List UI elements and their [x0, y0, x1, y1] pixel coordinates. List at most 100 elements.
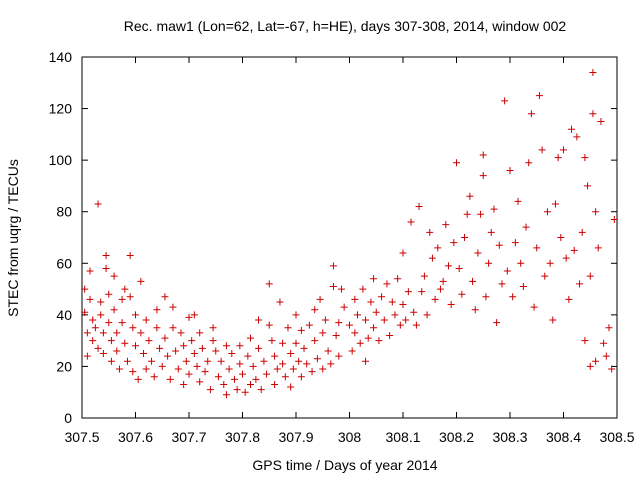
- data-point: [519, 282, 527, 290]
- data-point: [378, 293, 386, 301]
- data-point: [396, 321, 404, 329]
- data-point: [185, 313, 193, 321]
- data-point: [549, 316, 557, 324]
- data-point: [346, 321, 353, 329]
- data-point: [364, 334, 372, 342]
- data-point: [485, 259, 493, 267]
- data-point: [501, 97, 509, 105]
- data-point: [477, 210, 485, 218]
- data-point: [225, 365, 233, 373]
- data-point: [201, 368, 209, 376]
- data-point: [589, 68, 597, 76]
- data-point: [281, 373, 289, 381]
- data-point: [594, 244, 602, 252]
- x-tick-label: 308.2: [439, 429, 474, 445]
- data-point: [581, 337, 589, 345]
- data-point: [89, 316, 97, 324]
- data-point: [578, 228, 586, 236]
- data-point: [228, 350, 236, 358]
- data-point: [404, 288, 412, 296]
- data-point: [509, 293, 517, 301]
- data-point: [608, 365, 616, 373]
- data-point: [329, 262, 337, 270]
- data-point: [439, 277, 447, 285]
- data-point: [89, 337, 97, 345]
- data-point: [557, 234, 565, 241]
- data-point: [169, 324, 177, 332]
- data-point: [303, 360, 311, 368]
- data-point: [436, 285, 444, 293]
- data-point: [308, 368, 316, 376]
- data-point: [118, 319, 126, 327]
- data-point: [255, 316, 263, 324]
- data-point: [107, 357, 115, 365]
- data-point: [284, 324, 292, 332]
- data-point: [94, 344, 102, 352]
- data-point: [597, 117, 605, 125]
- data-point: [415, 203, 423, 211]
- data-point: [538, 146, 546, 154]
- data-point: [247, 380, 255, 388]
- data-point: [188, 337, 196, 345]
- data-point: [260, 357, 268, 365]
- data-point: [300, 344, 308, 352]
- data-point: [319, 329, 327, 337]
- data-point: [546, 259, 554, 267]
- data-point: [479, 151, 487, 159]
- data-point: [271, 380, 279, 388]
- data-point: [434, 244, 442, 252]
- data-point: [503, 267, 511, 275]
- x-tick-label: 308.5: [599, 429, 634, 445]
- data-point: [388, 298, 396, 306]
- data-point: [423, 311, 431, 319]
- data-point: [335, 319, 343, 327]
- data-point: [407, 218, 415, 226]
- data-point: [431, 295, 439, 303]
- data-point: [252, 375, 260, 383]
- data-point: [196, 329, 204, 337]
- data-point: [541, 272, 549, 280]
- data-point: [110, 306, 118, 314]
- chart-title: Rec. maw1 (Lon=62, Lat=-67, h=HE), days …: [124, 18, 567, 34]
- data-point: [495, 241, 503, 249]
- data-point: [121, 285, 129, 293]
- data-point: [236, 360, 244, 368]
- data-point: [522, 223, 530, 231]
- data-point: [121, 339, 129, 347]
- x-tick-label: 308: [338, 429, 362, 445]
- data-point: [324, 347, 332, 355]
- data-point: [99, 329, 107, 337]
- data-point: [551, 200, 559, 208]
- data-point: [244, 352, 252, 360]
- data-point: [337, 285, 345, 293]
- data-point: [91, 324, 99, 332]
- data-point: [602, 352, 610, 360]
- data-point: [263, 370, 271, 378]
- data-point: [292, 311, 300, 319]
- data-point: [321, 316, 329, 324]
- data-point: [562, 254, 570, 262]
- data-point: [305, 321, 313, 329]
- x-axis: 307.5 307.6 307.7 307.8 307.9 308 308.1 308.2 30…: [64, 57, 635, 445]
- x-tick-label: 307.9: [278, 429, 313, 445]
- data-point: [490, 205, 498, 213]
- data-point: [399, 249, 407, 257]
- data-point: [560, 146, 567, 154]
- data-point: [83, 329, 91, 337]
- data-point: [126, 293, 134, 301]
- data-point: [340, 303, 348, 311]
- data-point: [153, 306, 161, 314]
- data-point: [132, 342, 139, 350]
- data-point: [479, 172, 487, 180]
- data-point: [220, 380, 228, 388]
- data-point: [158, 362, 166, 370]
- data-point: [386, 331, 394, 339]
- data-point: [86, 267, 94, 275]
- data-point: [453, 159, 460, 167]
- data-point: [145, 337, 153, 345]
- data-point: [329, 282, 337, 290]
- data-point: [359, 285, 367, 293]
- data-point: [372, 308, 380, 316]
- data-point: [279, 360, 287, 368]
- data-point: [367, 298, 375, 306]
